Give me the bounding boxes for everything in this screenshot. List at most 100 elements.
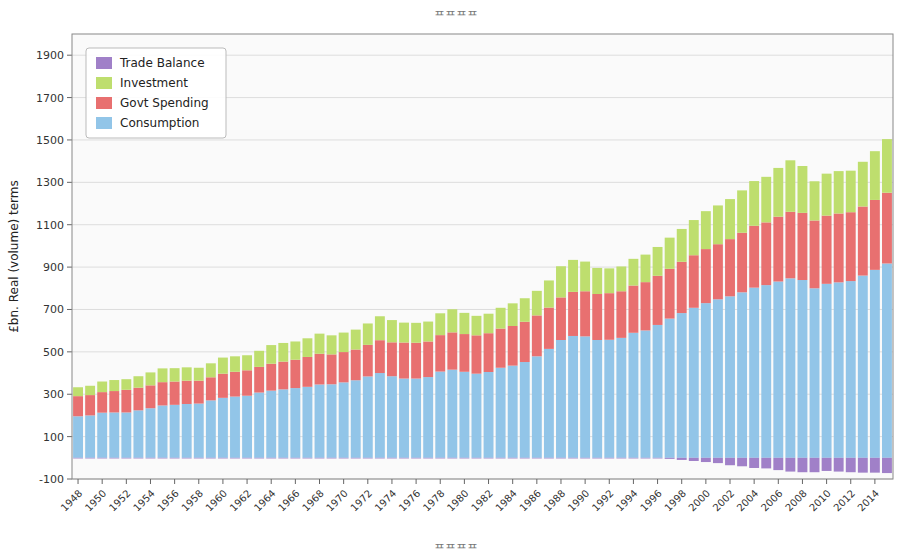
bar: [532, 291, 542, 316]
bar: [194, 368, 204, 381]
x-tick: [391, 479, 392, 484]
bar: [375, 340, 385, 373]
bar: [133, 388, 143, 411]
x-tick: [874, 479, 875, 484]
bar: [290, 388, 300, 458]
bar: [170, 457, 180, 459]
bar: [580, 457, 590, 459]
bar: [641, 255, 651, 283]
bar: [520, 362, 530, 458]
bar: [858, 162, 868, 207]
bar: [290, 457, 300, 459]
bar: [846, 171, 856, 213]
bar: [484, 333, 494, 372]
y-tick: [67, 479, 72, 480]
bar: [290, 341, 300, 359]
x-tick-label: 1978: [421, 488, 447, 514]
bar: [459, 334, 469, 372]
legend-label: Investment: [120, 76, 188, 90]
x-tick-label: 1972: [348, 488, 374, 514]
bar: [713, 244, 723, 299]
bar: [435, 313, 445, 335]
bar: [665, 238, 675, 269]
bar: [411, 379, 421, 458]
bar: [375, 316, 385, 340]
bar: [158, 382, 168, 405]
bar: [508, 303, 518, 326]
bar: [544, 308, 554, 349]
bar: [459, 372, 469, 458]
bar: [472, 335, 482, 373]
bar: [604, 268, 614, 293]
bar: [773, 282, 783, 458]
bar: [447, 370, 457, 458]
bar: [484, 457, 494, 459]
x-tick: [247, 479, 248, 484]
bar: [242, 396, 252, 458]
bar: [520, 322, 530, 362]
x-axis: 1948195019521954195619581960196219641966…: [59, 479, 882, 513]
bar: [641, 457, 651, 459]
bar: [242, 457, 252, 459]
bar: [459, 313, 469, 334]
x-tick: [488, 479, 489, 484]
bar: [665, 269, 675, 319]
bar: [653, 325, 663, 458]
bar: [170, 368, 180, 381]
bar: [665, 319, 675, 458]
y-tick: [67, 139, 72, 140]
bar: [568, 292, 578, 336]
bar: [785, 212, 795, 279]
y-tick-label: -100: [39, 473, 64, 486]
bar: [834, 282, 844, 457]
bar: [351, 457, 361, 459]
bar: [218, 374, 228, 398]
bar: [532, 457, 542, 459]
bar: [484, 372, 494, 458]
footer-text: ᄑᄑᄑᄑ: [434, 542, 478, 556]
x-tick: [295, 479, 296, 484]
x-tick-label: 1996: [638, 488, 664, 514]
x-tick: [150, 479, 151, 484]
bar: [121, 379, 131, 390]
x-tick: [560, 479, 561, 484]
x-tick: [222, 479, 223, 484]
x-tick: [271, 479, 272, 484]
x-tick: [826, 479, 827, 484]
x-tick-label: 1968: [300, 488, 326, 514]
x-tick: [609, 479, 610, 484]
y-tick-label: 1300: [36, 176, 64, 189]
bar: [616, 291, 626, 338]
bar: [822, 174, 832, 216]
bar: [520, 298, 530, 322]
bar: [411, 457, 421, 459]
bar: [133, 376, 143, 387]
bar: [146, 372, 156, 385]
bar: [834, 171, 844, 213]
x-tick-label: 1952: [107, 488, 133, 514]
x-tick-label: 1998: [662, 488, 688, 514]
bar: [339, 333, 349, 352]
x-tick-label: 1948: [59, 488, 85, 514]
bar: [447, 309, 457, 332]
bar: [785, 160, 795, 211]
bar: [194, 404, 204, 458]
bar: [121, 457, 131, 459]
bar: [544, 457, 554, 459]
bar: [701, 211, 711, 249]
bar: [628, 259, 638, 286]
bar: [846, 212, 856, 281]
bar: [411, 323, 421, 343]
bar: [218, 358, 228, 374]
bar: [146, 385, 156, 408]
y-tick: [67, 267, 72, 268]
bar: [411, 343, 421, 379]
bar: [858, 458, 868, 473]
bar: [822, 284, 832, 458]
bar: [121, 390, 131, 413]
x-tick: [778, 479, 779, 484]
bar: [810, 458, 820, 472]
bar: [302, 338, 312, 357]
bar: [701, 458, 711, 462]
y-tick: [67, 309, 72, 310]
